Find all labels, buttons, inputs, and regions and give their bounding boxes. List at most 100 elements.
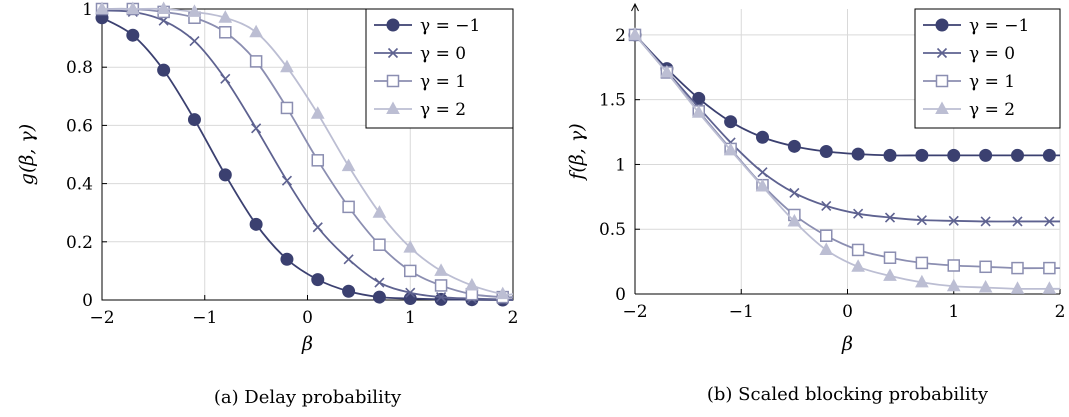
data-point <box>374 277 385 288</box>
data-point <box>312 222 323 233</box>
y-tick-label: 0.5 <box>599 220 626 240</box>
data-point <box>755 178 770 192</box>
data-point <box>187 113 201 127</box>
legend-label: γ = −1 <box>969 16 1029 36</box>
data-point <box>311 273 325 287</box>
data-point <box>219 26 232 39</box>
legend-marker <box>935 18 949 32</box>
x-tick-label: 2 <box>1055 302 1066 322</box>
data-point <box>1011 261 1024 275</box>
chart-b: −2 −1 0 1 2 0 0.5 1 1.5 2 β f(β, γ) (b) Scaled block… <box>566 2 1066 405</box>
y-tick-label: 0.8 <box>66 58 93 78</box>
data-point <box>280 101 294 115</box>
data-point <box>465 277 479 291</box>
x-tick-label: −2 <box>622 302 647 322</box>
data-point <box>404 264 417 278</box>
data-point <box>851 259 865 272</box>
data-point <box>157 63 171 77</box>
y-tick-label: 0.2 <box>66 233 93 253</box>
legend-marker <box>386 101 400 114</box>
data-point <box>980 216 991 227</box>
data-point <box>819 242 834 255</box>
x-tick-label: 2 <box>508 308 519 328</box>
y-tick-label: 0.6 <box>66 116 93 136</box>
data-point <box>978 279 993 293</box>
series-1 <box>629 29 1060 227</box>
data-point <box>372 290 386 304</box>
y-tick-label: 1 <box>82 0 93 20</box>
data-point <box>756 130 769 144</box>
data-point <box>311 154 325 167</box>
data-point <box>189 35 200 47</box>
x-tick-label: 1 <box>405 308 416 328</box>
data-point <box>979 260 992 274</box>
x-axis-label: β <box>301 333 313 355</box>
x-tick-label: −2 <box>89 308 114 328</box>
y-tick-label: 0.4 <box>66 175 93 195</box>
data-point <box>495 286 510 300</box>
data-point <box>405 287 416 298</box>
data-point <box>249 24 263 38</box>
data-point <box>126 28 140 42</box>
data-point <box>851 243 865 257</box>
data-point <box>819 145 833 158</box>
data-point <box>434 279 448 292</box>
data-point <box>883 268 897 281</box>
data-point <box>434 263 448 276</box>
legend-label: γ = 0 <box>969 44 1015 64</box>
data-point <box>249 55 263 68</box>
data-point <box>310 106 325 119</box>
data-point <box>341 158 356 172</box>
legend-marker <box>387 47 399 59</box>
y-tick-label: 1 <box>615 155 626 175</box>
data-point <box>757 167 768 178</box>
data-point <box>220 73 231 84</box>
data-point <box>787 139 801 153</box>
y-axis-label: g(β, γ) <box>16 124 38 185</box>
x-tick-label: 0 <box>842 302 853 322</box>
y-tick-label: 0 <box>82 291 93 311</box>
legend-marker <box>386 18 400 32</box>
series-3 <box>95 1 514 300</box>
y-tick-label: 2 <box>615 26 626 46</box>
data-point <box>372 205 387 218</box>
data-point <box>915 148 929 162</box>
data-point <box>342 200 355 214</box>
data-point <box>691 105 706 118</box>
data-point <box>1042 281 1057 294</box>
data-point <box>95 1 109 14</box>
data-point <box>853 208 864 219</box>
data-point <box>915 256 929 270</box>
legend-marker <box>935 101 949 114</box>
data-point <box>724 115 738 129</box>
series-3 <box>628 27 1060 294</box>
chart-a: −2 −1 0 1 2 0 0.2 0.4 0.6 0.8 1 β g(β, γ) (a) Delay p… <box>16 0 518 408</box>
legend-label: γ = 1 <box>969 72 1015 92</box>
legend-label: γ = −1 <box>420 16 480 36</box>
data-point <box>1042 148 1056 162</box>
data-point <box>948 215 959 226</box>
chart-caption: (a) Delay probability <box>214 387 402 408</box>
data-point <box>979 148 993 162</box>
data-point <box>403 240 418 253</box>
y-tick-label: 1.5 <box>599 91 626 111</box>
data-point <box>249 217 263 231</box>
data-point <box>125 1 140 14</box>
data-point <box>280 252 294 266</box>
data-point <box>723 142 738 156</box>
data-point <box>281 175 293 186</box>
data-point <box>1011 148 1024 162</box>
legend-label: γ = 0 <box>420 44 466 64</box>
data-point <box>1012 216 1023 227</box>
data-point <box>218 168 232 182</box>
data-point <box>187 4 202 17</box>
x-axis-label: β <box>841 333 853 355</box>
data-point <box>628 27 642 40</box>
data-point <box>946 278 961 292</box>
legend-label: γ = 2 <box>420 100 466 120</box>
data-point <box>947 259 960 272</box>
data-point <box>884 212 896 223</box>
data-point <box>156 1 171 14</box>
x-tick-label: 0 <box>302 308 313 328</box>
